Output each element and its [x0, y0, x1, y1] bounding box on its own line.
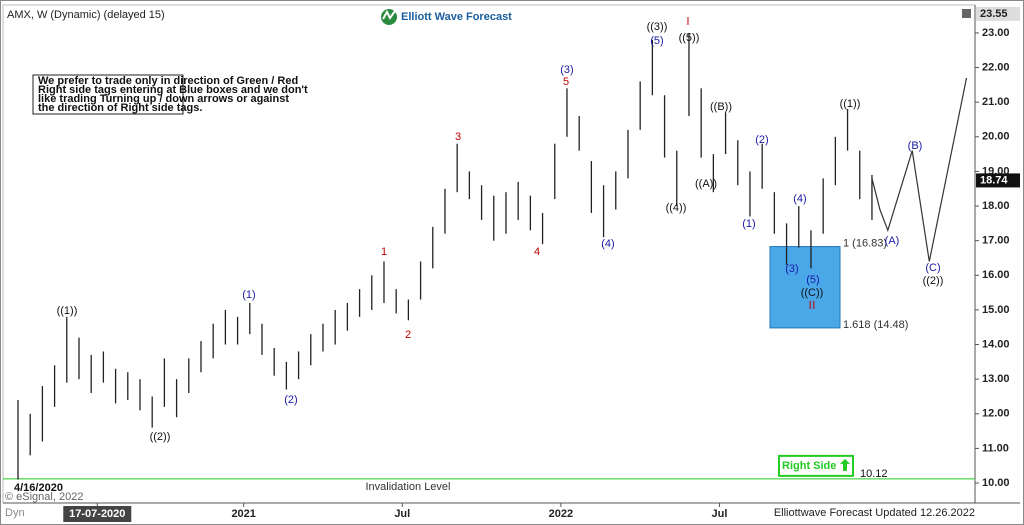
- wave-label: 2: [405, 329, 411, 341]
- disclaimer-box: [32, 74, 184, 115]
- wave-label: (5): [806, 274, 819, 286]
- y-tick-label: 16.00: [982, 269, 1010, 281]
- start-date: 4/16/2020: [14, 482, 63, 494]
- invalidation-value: 10.12: [860, 468, 888, 480]
- wave-label: (5): [650, 35, 663, 47]
- x-tick-label: 2022: [549, 508, 573, 520]
- wave-label: I: [686, 16, 690, 28]
- invalidation-text: Invalidation Level: [365, 481, 450, 493]
- y-tick-label: 13.00: [982, 373, 1010, 385]
- wave-label: (3): [560, 64, 573, 76]
- wave-label: ((4)): [666, 202, 687, 214]
- box-bottom-label: 1.618 (14.48): [843, 319, 908, 331]
- x-tick-label: Jul: [394, 508, 410, 520]
- wave-label: (1): [242, 289, 255, 301]
- wave-label: ((B)): [710, 101, 732, 113]
- top-price: 23.55: [980, 8, 1008, 20]
- x-cursor-box: [63, 506, 132, 522]
- wave-label: II: [808, 300, 816, 312]
- y-tick-label: 22.00: [982, 61, 1010, 73]
- wave-label: ((1)): [57, 305, 78, 317]
- wave-label: (1): [742, 218, 755, 230]
- disclaimer-line: We prefer to trade only in direction of …: [38, 75, 298, 87]
- wave-label: ((5)): [679, 32, 700, 44]
- top-price-box: [976, 6, 1020, 21]
- wave-label: ((1)): [840, 98, 861, 110]
- wave-label: 5: [563, 76, 569, 88]
- wave-label: (2): [284, 394, 297, 406]
- wave-label: ((2)): [923, 275, 944, 287]
- footer: Elliottwave Forecast Updated 12.26.2022: [774, 507, 975, 519]
- disclaimer: We prefer to trade only in direction of …: [38, 75, 308, 114]
- wave-label: (4): [793, 193, 806, 205]
- y-tick-label: 11.00: [982, 442, 1009, 454]
- x-tick-label: Jul: [712, 508, 728, 520]
- wave-label: (B): [908, 140, 923, 152]
- x-tick-label: 2021: [231, 508, 255, 520]
- y-tick-label: 12.00: [982, 408, 1010, 420]
- wave-label: ((A)): [695, 178, 717, 190]
- right-side-box: [778, 454, 854, 477]
- blue-box: [769, 246, 841, 329]
- wave-label: 4: [534, 246, 540, 258]
- wave-label: (3): [785, 263, 798, 275]
- wave-label: (2): [755, 134, 768, 146]
- wave-label: ((C)): [801, 287, 824, 299]
- wave-label: (C): [925, 262, 940, 274]
- settings-icon: [962, 9, 971, 18]
- box-top-label: 1 (16.83): [843, 237, 887, 249]
- y-tick-label: 23.00: [982, 27, 1010, 39]
- brand: Elliott Wave Forecast: [401, 11, 512, 23]
- y-tick-label: 18.00: [982, 200, 1010, 212]
- y-tick-label: 17.00: [982, 235, 1010, 247]
- last-price-box: [976, 173, 1020, 188]
- dyn: Dyn: [5, 507, 25, 519]
- projection-path: [871, 77, 968, 262]
- x-tick-label: 17-07-2020: [69, 508, 125, 520]
- wave-label: (4): [601, 238, 614, 250]
- y-tick-label: 14.00: [982, 338, 1010, 350]
- wave-label: 3: [455, 131, 461, 143]
- right-side-arrow: [840, 458, 850, 471]
- y-tick-label: 21.00: [982, 96, 1010, 108]
- wave-label: ((2)): [150, 431, 171, 443]
- copyright: © eSignal, 2022: [5, 491, 83, 503]
- right-side-tag: Right Side: [782, 460, 836, 472]
- wave-label: ((3)): [647, 21, 668, 33]
- y-tick-label: 10.00: [982, 477, 1010, 489]
- disclaimer-line: like trading Turning up / down arrows or…: [38, 93, 289, 105]
- wave-label: 1: [381, 246, 387, 258]
- wave-label: (A): [885, 235, 900, 247]
- disclaimer-line: the direction of Right side tags.: [38, 102, 202, 114]
- logo: Elliott Wave Forecast: [381, 9, 512, 25]
- y-tick-label: 15.00: [982, 304, 1010, 316]
- chart-title: AMX, W (Dynamic) (delayed 15): [7, 9, 165, 21]
- y-tick-label: 20.00: [982, 131, 1010, 143]
- last-price: 18.74: [980, 174, 1008, 186]
- disclaimer-line: Right side tags entering at Blue boxes a…: [38, 84, 308, 96]
